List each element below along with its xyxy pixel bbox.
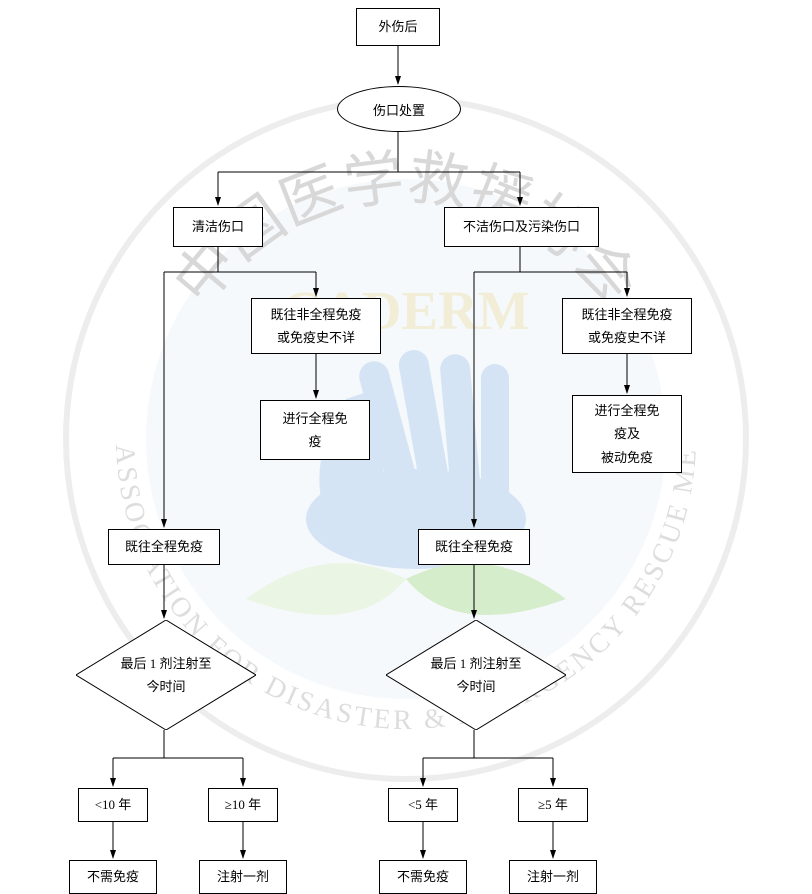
node-inject2-label: 注射一剂 — [527, 865, 579, 888]
node-process-label: 伤口处置 — [373, 100, 425, 119]
node-inject1-label: 注射一剂 — [217, 865, 269, 888]
node-inject1: 注射一剂 — [199, 860, 287, 894]
node-right-prev-full-label: 既往全程免疫 — [435, 535, 513, 558]
node-clean: 清洁伤口 — [173, 207, 263, 247]
node-ge10-label: ≥10 年 — [225, 793, 261, 816]
node-ge5: ≥5 年 — [518, 788, 588, 822]
node-right-full-imm-label: 进行全程免 疫及 被动免疫 — [594, 399, 659, 469]
node-no-imm1-label: 不需免疫 — [87, 865, 139, 888]
node-right-partial: 既往非全程免疫 或免疫史不详 — [562, 298, 692, 354]
node-lt10: <10 年 — [78, 788, 148, 822]
node-lt5-label: <5 年 — [408, 793, 438, 816]
node-ge5-label: ≥5 年 — [538, 793, 568, 816]
node-right-full-imm: 进行全程免 疫及 被动免疫 — [572, 395, 682, 473]
node-no-imm1: 不需免疫 — [69, 860, 157, 894]
node-start: 外伤后 — [356, 8, 440, 46]
node-no-imm2: 不需免疫 — [379, 860, 467, 894]
node-right-diamond: 最后 1 剂注射至 今时间 — [386, 620, 566, 730]
node-left-full-imm-label: 进行全程免 疫 — [282, 407, 347, 454]
node-left-full-imm: 进行全程免 疫 — [260, 400, 370, 460]
node-right-partial-label: 既往非全程免疫 或免疫史不详 — [581, 303, 672, 350]
node-inject2: 注射一剂 — [509, 860, 597, 894]
flowchart-container: 外伤后 伤口处置 清洁伤口 不洁伤口及污染伤口 既往非全程免疫 或免疫史不详 进… — [0, 0, 812, 878]
node-dirty-label: 不洁伤口及污染伤口 — [463, 215, 580, 238]
node-clean-label: 清洁伤口 — [192, 215, 244, 238]
node-left-prev-full: 既往全程免疫 — [108, 529, 220, 565]
node-right-diamond-label: 最后 1 剂注射至 今时间 — [430, 652, 521, 699]
node-no-imm2-label: 不需免疫 — [397, 865, 449, 888]
node-left-diamond-label: 最后 1 剂注射至 今时间 — [120, 652, 211, 699]
node-lt5: <5 年 — [388, 788, 458, 822]
node-left-diamond: 最后 1 剂注射至 今时间 — [76, 620, 256, 730]
node-left-partial-label: 既往非全程免疫 或免疫史不详 — [270, 303, 361, 350]
node-left-partial: 既往非全程免疫 或免疫史不详 — [251, 298, 381, 354]
node-start-label: 外伤后 — [378, 15, 417, 38]
node-ge10: ≥10 年 — [208, 788, 278, 822]
node-dirty: 不洁伤口及污染伤口 — [444, 207, 599, 247]
node-lt10-label: <10 年 — [95, 793, 132, 816]
node-process: 伤口处置 — [337, 86, 461, 132]
node-left-prev-full-label: 既往全程免疫 — [125, 535, 203, 558]
node-right-prev-full: 既往全程免疫 — [418, 529, 530, 565]
